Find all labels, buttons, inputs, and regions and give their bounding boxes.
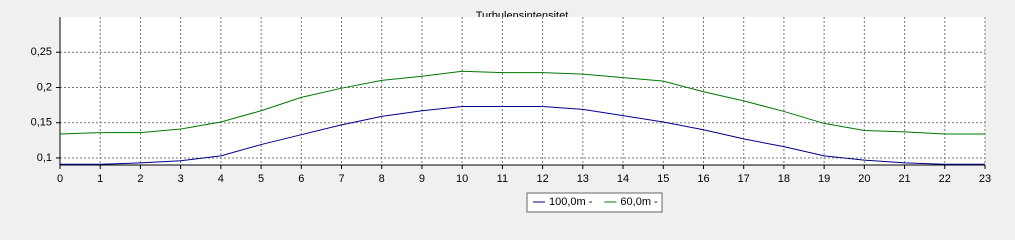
series-line [60, 106, 985, 165]
x-tick-label: 23 [979, 173, 991, 185]
x-tick-label: 17 [738, 173, 750, 185]
y-tick-label: 0,2 [37, 81, 52, 93]
x-tick-label: 2 [137, 173, 143, 185]
x-tick-label: 22 [939, 173, 951, 185]
plot-area [60, 17, 985, 165]
legend-label: 100,0m - [549, 196, 593, 208]
x-tick-label: 10 [456, 173, 468, 185]
x-tick-label: 5 [258, 173, 264, 185]
x-tick-label: 18 [778, 173, 790, 185]
x-tick-label: 20 [858, 173, 870, 185]
legend-label: 60,0m - [620, 196, 658, 208]
y-tick-label: 0,25 [31, 46, 52, 58]
y-tick-label: 0,1 [37, 152, 52, 164]
x-tick-label: 6 [298, 173, 304, 185]
x-tick-label: 8 [379, 173, 385, 185]
chart: Turbulensintensitet 0,10,150,20,250 1 2 3 4 5… [30, 9, 992, 213]
series-line [59, 70, 985, 135]
x-tick-label: 11 [497, 173, 508, 185]
x-tick-label: 1 [97, 173, 103, 185]
x-tick-label: 14 [617, 173, 629, 185]
x-tick-label: 15 [657, 173, 669, 185]
x-tick-label: 9 [419, 173, 425, 185]
page: Turbulensintensitet 0,1 0,15 0,2 0,25 0 1 2 3 4 5… [30, 9, 992, 213]
x-tick-label: 0 [57, 173, 63, 185]
x-tick-label: 21 [898, 173, 910, 185]
legend-box [526, 192, 663, 213]
x-tick-label: 4 [218, 173, 224, 185]
x-tick-label: 3 [178, 173, 184, 185]
x-tick-label: 12 [536, 173, 548, 185]
x-tick-label: 16 [697, 173, 709, 185]
x-tick-label: 7 [338, 173, 344, 185]
x-tick-label: 19 [818, 173, 830, 185]
y-tick-label: 0,15 [31, 117, 52, 129]
x-tick-label: 13 [577, 173, 589, 185]
